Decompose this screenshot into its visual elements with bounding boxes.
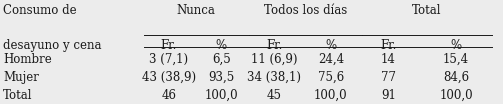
Text: Mujer: Mujer [3, 71, 39, 84]
Text: 14: 14 [381, 53, 396, 66]
Text: Total: Total [412, 4, 442, 17]
Text: Fr.: Fr. [380, 39, 397, 52]
Text: 24,4: 24,4 [318, 53, 344, 66]
Text: 3 (7,1): 3 (7,1) [149, 53, 188, 66]
Text: 11 (6,9): 11 (6,9) [251, 53, 297, 66]
Text: 91: 91 [381, 89, 396, 102]
Text: 34 (38,1): 34 (38,1) [247, 71, 301, 84]
Text: %: % [216, 39, 227, 52]
Text: 100,0: 100,0 [205, 89, 238, 102]
Text: Todos los días: Todos los días [264, 4, 347, 17]
Text: 75,6: 75,6 [317, 71, 344, 84]
Text: Nunca: Nunca [177, 4, 216, 17]
Text: 6,5: 6,5 [212, 53, 231, 66]
Text: 100,0: 100,0 [314, 89, 348, 102]
Text: 100,0: 100,0 [439, 89, 473, 102]
Text: Fr.: Fr. [160, 39, 177, 52]
Text: 77: 77 [381, 71, 396, 84]
Text: Fr.: Fr. [266, 39, 282, 52]
Text: 84,6: 84,6 [443, 71, 469, 84]
Text: %: % [451, 39, 462, 52]
Text: %: % [325, 39, 337, 52]
Text: 43 (38,9): 43 (38,9) [142, 71, 196, 84]
Text: 15,4: 15,4 [443, 53, 469, 66]
Text: Hombre: Hombre [3, 53, 52, 66]
Text: Consumo de: Consumo de [3, 4, 77, 17]
Text: desayuno y cena: desayuno y cena [3, 39, 102, 52]
Text: 93,5: 93,5 [208, 71, 234, 84]
Text: Total: Total [3, 89, 33, 102]
Text: 45: 45 [267, 89, 282, 102]
Text: 46: 46 [161, 89, 176, 102]
